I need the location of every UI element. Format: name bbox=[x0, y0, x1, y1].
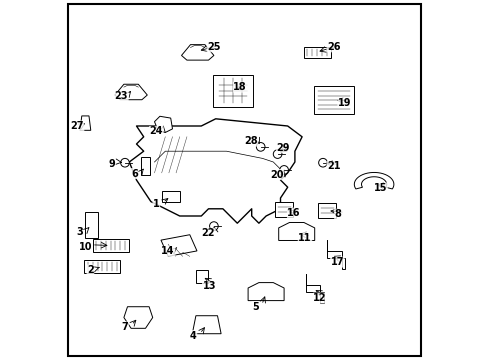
Polygon shape bbox=[326, 240, 345, 269]
Text: 14: 14 bbox=[161, 246, 175, 256]
Text: 22: 22 bbox=[202, 228, 215, 238]
Text: 12: 12 bbox=[313, 293, 326, 303]
Text: 29: 29 bbox=[276, 143, 289, 153]
Text: 21: 21 bbox=[326, 161, 340, 171]
Text: 19: 19 bbox=[337, 98, 350, 108]
Text: 10: 10 bbox=[79, 242, 92, 252]
Text: 7: 7 bbox=[122, 322, 128, 332]
Polygon shape bbox=[181, 45, 213, 60]
Text: 15: 15 bbox=[373, 183, 386, 193]
Bar bbox=[213, 75, 252, 107]
Text: 3: 3 bbox=[76, 227, 83, 237]
Text: 1: 1 bbox=[153, 199, 160, 210]
Polygon shape bbox=[305, 274, 323, 303]
Polygon shape bbox=[161, 235, 197, 256]
Text: 20: 20 bbox=[269, 170, 283, 180]
Polygon shape bbox=[80, 116, 91, 130]
Text: 23: 23 bbox=[114, 91, 128, 102]
Polygon shape bbox=[123, 307, 152, 328]
Text: 25: 25 bbox=[207, 42, 220, 52]
Text: 5: 5 bbox=[251, 302, 258, 312]
Text: 27: 27 bbox=[70, 121, 83, 131]
Text: 8: 8 bbox=[334, 209, 341, 219]
Text: 2: 2 bbox=[87, 265, 94, 275]
Text: 28: 28 bbox=[244, 136, 257, 146]
Text: 9: 9 bbox=[108, 159, 115, 169]
Polygon shape bbox=[247, 283, 284, 301]
Text: 24: 24 bbox=[149, 126, 163, 136]
Text: 6: 6 bbox=[131, 168, 138, 179]
Text: 17: 17 bbox=[330, 257, 344, 267]
Bar bbox=[84, 260, 120, 273]
Text: 4: 4 bbox=[190, 330, 196, 341]
Bar bbox=[275, 202, 292, 217]
Polygon shape bbox=[154, 116, 172, 132]
Circle shape bbox=[256, 143, 264, 151]
Polygon shape bbox=[192, 316, 221, 334]
Text: 13: 13 bbox=[202, 281, 216, 291]
Polygon shape bbox=[115, 84, 147, 100]
Text: 11: 11 bbox=[298, 233, 311, 243]
Circle shape bbox=[318, 158, 326, 167]
Text: 26: 26 bbox=[326, 42, 340, 52]
Circle shape bbox=[279, 166, 288, 174]
Bar bbox=[85, 212, 98, 238]
Bar bbox=[313, 86, 353, 114]
Bar bbox=[162, 191, 179, 202]
Bar bbox=[141, 157, 149, 175]
Polygon shape bbox=[354, 172, 393, 189]
Circle shape bbox=[121, 158, 129, 167]
Bar bbox=[195, 270, 208, 283]
Text: 18: 18 bbox=[233, 82, 246, 92]
Polygon shape bbox=[303, 47, 330, 58]
Text: 16: 16 bbox=[287, 208, 300, 218]
Bar bbox=[92, 239, 128, 252]
Polygon shape bbox=[278, 222, 314, 240]
Circle shape bbox=[273, 150, 282, 158]
Bar bbox=[318, 203, 336, 218]
Circle shape bbox=[209, 222, 218, 230]
